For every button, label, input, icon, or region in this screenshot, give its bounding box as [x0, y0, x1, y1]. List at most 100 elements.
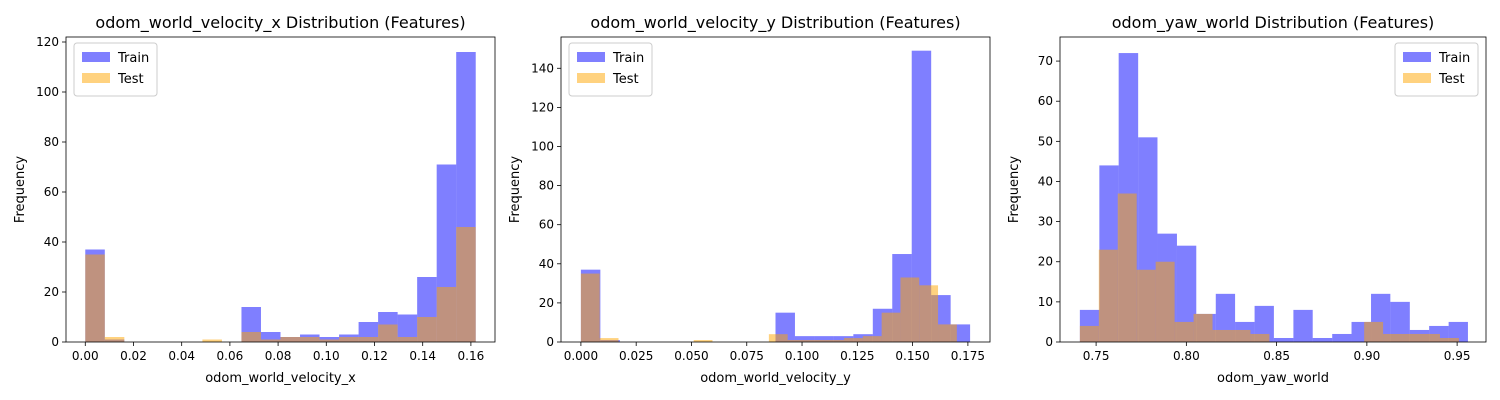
x-tick-label: 0.075 [730, 349, 764, 363]
x-tick-label: 0.175 [951, 349, 985, 363]
y-axis-label: Frequency [1007, 156, 1022, 223]
y-tick-label: 70 [1038, 54, 1053, 68]
histogram-bar-test [1364, 321, 1384, 342]
y-tick-label: 100 [36, 85, 59, 99]
histogram-bar-train [1254, 305, 1274, 342]
legend: Train Test [1394, 42, 1479, 97]
histogram-bar-test [580, 273, 600, 342]
legend-label-train: Train [1438, 51, 1470, 66]
chart-title: odom_world_velocity_x Distribution (Feat… [95, 13, 465, 33]
x-axis-label: odom_world_velocity_y [700, 371, 851, 386]
y-axis-label: Frequency [13, 156, 28, 223]
histogram-bar-test [319, 339, 340, 342]
y-tick-label: 40 [539, 257, 554, 271]
x-tick-label: 0.80 [1173, 349, 1200, 363]
chart-panel-3: 0.75 0.80 0.85 0.90 0.95 0 10 20 30 40 50 60 70 odom_… [1007, 13, 1487, 386]
y-tick-label: 50 [1038, 134, 1053, 148]
y-tick-label: 0 [1045, 335, 1053, 349]
histogram-bar-test [339, 337, 359, 342]
x-tick-label: 0.12 [361, 349, 388, 363]
histogram-bar-test [1231, 329, 1251, 342]
x-tick-label: 0.00 [72, 349, 99, 363]
legend-swatch-train [82, 52, 110, 62]
legend-label-test: Test [612, 72, 639, 87]
chart-title: odom_yaw_world Distribution (Features) [1112, 13, 1435, 33]
histogram-bar-train [260, 332, 281, 342]
x-axis-label: odom_yaw_world [1217, 371, 1329, 386]
y-tick-label: 40 [1038, 174, 1053, 188]
histogram-bar-test [1079, 325, 1099, 342]
histogram-bar-test [300, 337, 320, 342]
histogram-bar-train [814, 336, 834, 342]
histogram-bar-test [1136, 269, 1156, 342]
histogram-bar-test [938, 324, 957, 342]
histogram-bar-test [900, 277, 920, 342]
legend-label-test: Test [117, 72, 144, 87]
x-tick-label: 0.75 [1083, 349, 1110, 363]
legend: Train Test [568, 42, 653, 97]
x-axis-label: odom_world_velocity_x [205, 371, 356, 386]
legend-swatch-train [1403, 52, 1431, 62]
y-tick-label: 20 [539, 296, 554, 310]
y-tick-label: 10 [1038, 295, 1053, 309]
x-tick-label: 0.14 [409, 349, 436, 363]
chart-panel-1: 0.00 0.02 0.04 0.06 0.08 0.10 0.12 0.14 0.16 0 20 4… [13, 13, 496, 386]
histogram-bar-train [794, 336, 815, 342]
y-tick-label: 120 [36, 35, 59, 49]
histogram-bar-test [1193, 313, 1213, 342]
y-tick-label: 100 [531, 139, 554, 153]
legend-label-train: Train [117, 51, 149, 66]
histogram-bar-test [1250, 333, 1270, 342]
y-tick-label: 40 [44, 235, 59, 249]
x-tick-label: 0.050 [674, 349, 708, 363]
y-tick-label: 0 [51, 335, 59, 349]
x-tick-label: 0.04 [168, 349, 195, 363]
y-tick-label: 20 [44, 285, 59, 299]
histogram-bar-test [280, 337, 301, 342]
y-tick-label: 0 [546, 335, 554, 349]
histogram-bar-test [787, 340, 807, 342]
axes-frame [65, 36, 496, 343]
histogram-bar-train [1293, 309, 1313, 342]
x-tick-label: 0.125 [840, 349, 874, 363]
legend-swatch-test [1403, 73, 1431, 83]
histogram-bar-test [358, 337, 379, 342]
histogram-bar-test [397, 337, 418, 342]
legend-swatch-test [82, 73, 110, 83]
y-tick-label: 20 [1038, 255, 1053, 269]
histogram-bar-test [919, 285, 939, 342]
histogram-bar-train [1390, 301, 1410, 342]
histogram-bar-train [1176, 245, 1197, 342]
histogram-bar-train [1448, 321, 1468, 342]
y-tick-label: 30 [1038, 215, 1053, 229]
x-tick-label: 0.10 [313, 349, 340, 363]
histogram-bar-test [202, 339, 222, 342]
x-tick-label: 0.95 [1444, 349, 1471, 363]
x-tick-label: 0.16 [458, 349, 485, 363]
chart-panel-2: 0.000 0.025 0.050 0.075 0.100 0.125 0.150 0.175… [508, 13, 991, 386]
series-test [85, 227, 476, 342]
histogram-bar-test [260, 339, 281, 342]
histogram-bar-test [844, 338, 863, 342]
y-tick-label: 140 [531, 61, 554, 75]
legend-label-test: Test [1438, 72, 1465, 87]
histogram-bar-test [241, 332, 261, 342]
histogram-bar-test [436, 287, 457, 342]
y-tick-label: 60 [44, 185, 59, 199]
histogram-bar-test [1402, 333, 1422, 342]
histogram-bar-test [862, 336, 882, 342]
y-axis-label: Frequency [508, 156, 523, 223]
x-tick-label: 0.90 [1354, 349, 1381, 363]
y-tick-label: 60 [539, 218, 554, 232]
histogram-bar-train [1332, 333, 1352, 342]
x-tick-label: 0.150 [895, 349, 929, 363]
histogram-bar-test [1421, 333, 1440, 342]
axes-frame [560, 36, 991, 343]
histogram-bar-train [1312, 337, 1333, 342]
series-test [580, 273, 957, 342]
histogram-bar-train [397, 314, 418, 342]
axes-frame [1059, 36, 1487, 343]
y-tick-label: 120 [531, 100, 554, 114]
x-tick-label: 0.85 [1263, 349, 1290, 363]
